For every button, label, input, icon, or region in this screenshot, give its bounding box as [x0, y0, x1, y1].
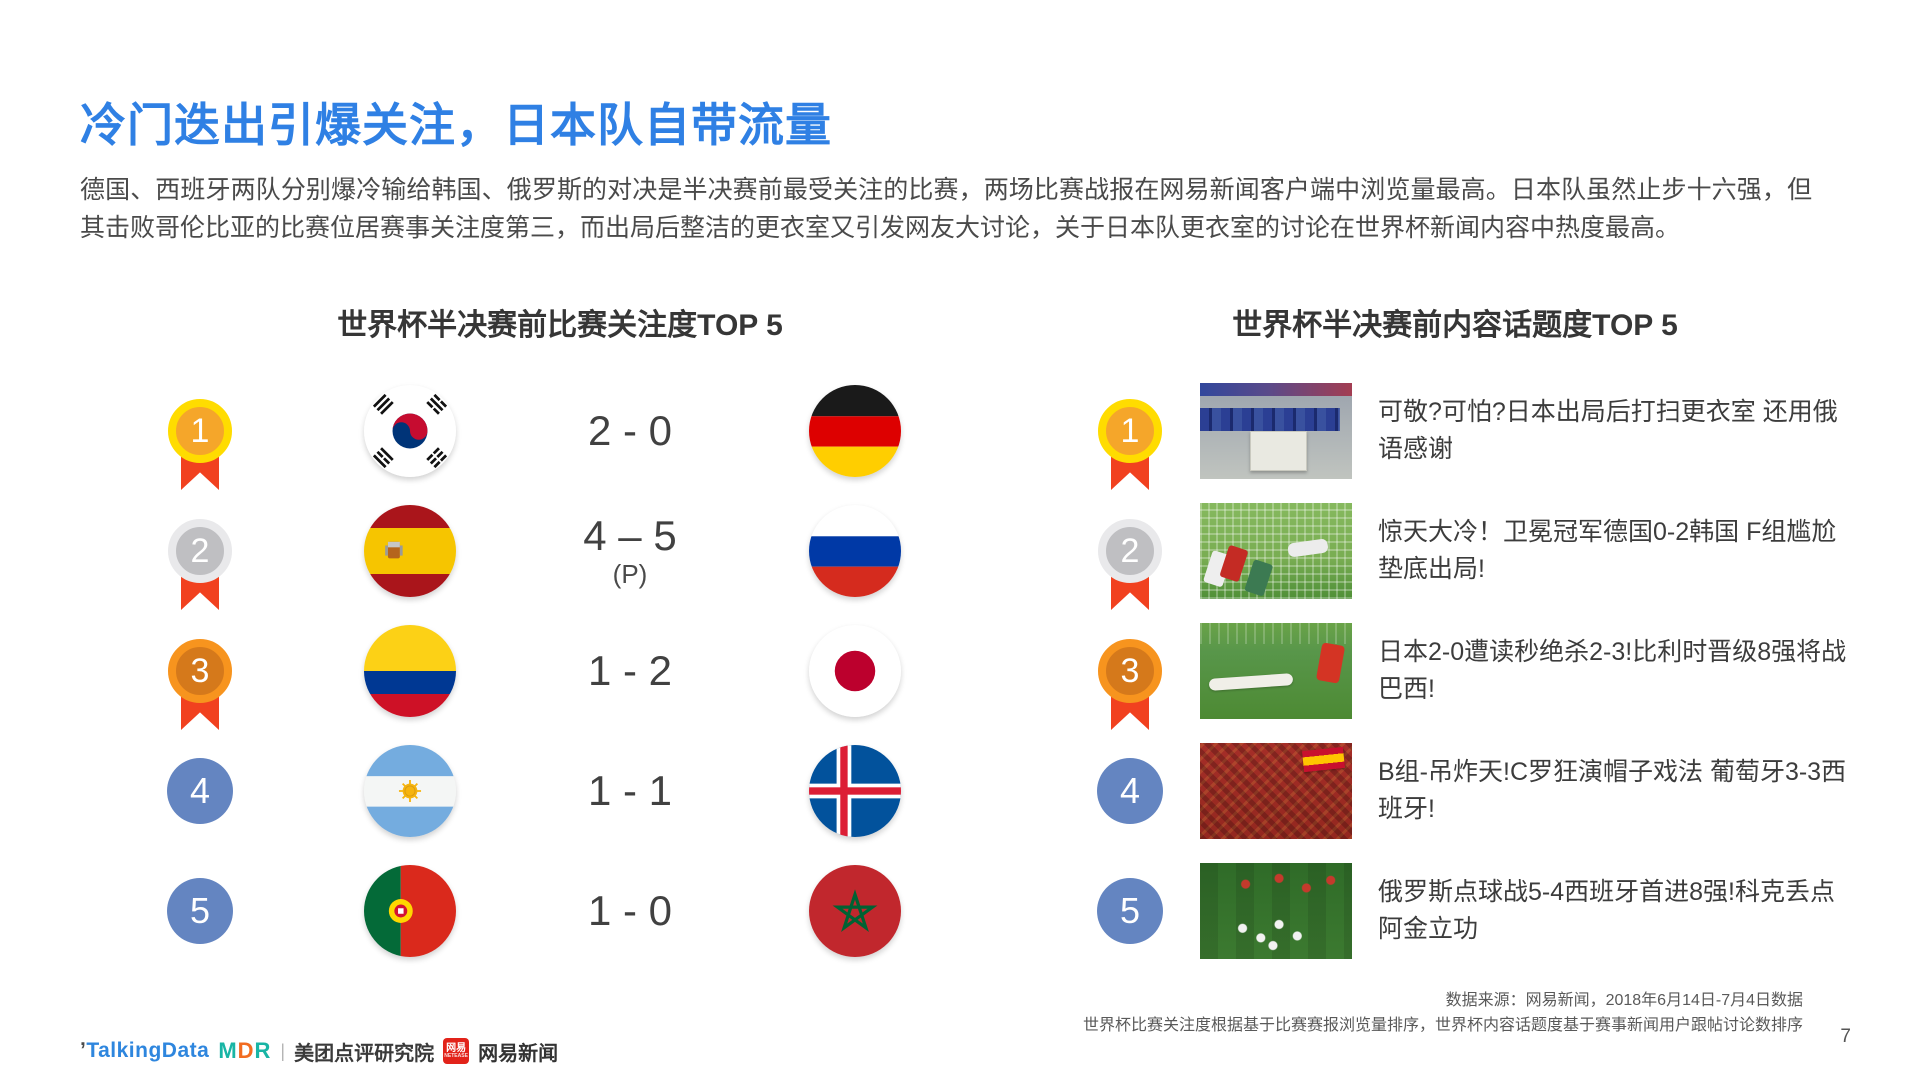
topic-row-5: 5 俄罗斯点球战5-4西班牙首进8强!科克丢点阿金立功 — [1060, 851, 1868, 971]
talkingdata-logo: ʼTalkingData — [80, 1039, 210, 1062]
topic-row-2: 2 惊天大冷！卫冕冠军德国0-2韩国 F组尴尬垫底出局! — [1060, 491, 1868, 611]
flag-colombia-icon — [364, 625, 456, 717]
germany-korea-match-photo — [1200, 503, 1352, 599]
content-topic-list: 1 可敬?可怕?日本出局后打扫更衣室 还用俄语感谢 2 惊天大冷！卫冕冠军德国0… — [1060, 371, 1868, 971]
right-column-header: 世界杯半决赛前内容话题度TOP 5 — [1232, 309, 1678, 342]
portugal-spain-fans-photo — [1200, 743, 1352, 839]
rank-circle-icon: 5 — [1097, 878, 1163, 944]
rank-2-medal-icon: 2 — [165, 516, 235, 610]
belgium-japan-match-photo — [1200, 623, 1352, 719]
topic-title: 日本2-0遭读秒绝杀2-3!比利时晋级8强将战巴西! — [1378, 638, 1847, 703]
silver-medal-icon: 2 — [168, 519, 232, 583]
page-title: 冷门迭出引爆关注，日本队自带流量 — [80, 98, 832, 151]
intro-paragraph: 德国、西班牙两队分别爆冷输给韩国、俄罗斯的对决是半决赛前最受关注的比赛，两场比赛… — [80, 176, 1812, 242]
topic-title: B组-吊炸天!C罗狂演帽子戏法 葡萄牙3-3西班牙! — [1378, 758, 1847, 823]
flag-germany-icon — [809, 385, 901, 477]
rank-1-medal-icon: 1 — [1095, 396, 1165, 490]
russia-spain-celebration-photo — [1200, 863, 1352, 959]
netease-badge-icon: 网易 NETEASE — [443, 1038, 470, 1064]
topic-row-3: 3 日本2-0遭读秒绝杀2-3!比利时晋级8强将战巴西! — [1060, 611, 1868, 731]
match-score: 1 - 1 — [587, 767, 673, 814]
rank-circle-icon: 4 — [167, 758, 233, 824]
rank-4-badge: 4 — [165, 756, 235, 826]
gold-medal-icon: 1 — [168, 399, 232, 463]
talkingdata-tick-icon: ʼ — [80, 1039, 87, 1062]
match-score: 1 - 0 — [587, 887, 673, 934]
flag-russia-icon — [809, 505, 901, 597]
gold-medal-icon: 1 — [1098, 399, 1162, 463]
match-attention-list: 1 2 - 0 — [110, 371, 980, 971]
topic-title: 惊天大冷！卫冕冠军德国0-2韩国 F组尴尬垫底出局! — [1378, 518, 1837, 583]
topic-title: 可敬?可怕?日本出局后打扫更衣室 还用俄语感谢 — [1378, 398, 1838, 463]
bronze-medal-icon: 3 — [1098, 639, 1162, 703]
topic-row-4: 4 B组-吊炸天!C罗狂演帽子戏法 葡萄牙3-3西班牙! — [1060, 731, 1868, 851]
footer-logos: ʼTalkingData MDR | 美团点评研究院 网易 NETEASE 网易… — [80, 1038, 559, 1065]
flag-portugal-icon — [364, 865, 456, 957]
rank-3-medal-icon: 3 — [165, 636, 235, 730]
topic-row-1: 1 可敬?可怕?日本出局后打扫更衣室 还用俄语感谢 — [1060, 371, 1868, 491]
data-source-note: 数据来源：网易新闻，2018年6月14日-7月4日数据 世界杯比赛关注度根据基于… — [1083, 988, 1803, 1038]
match-row-5: 5 1 - 0 — [110, 851, 980, 971]
flag-spain-icon — [364, 505, 456, 597]
match-score: 1 - 2 — [587, 647, 673, 694]
source-line-1: 数据来源：网易新闻，2018年6月14日-7月4日数据 — [1445, 992, 1803, 1009]
locker-room-photo — [1200, 383, 1352, 479]
bronze-medal-icon: 3 — [168, 639, 232, 703]
rank-5-badge: 5 — [1095, 876, 1165, 946]
topic-title: 俄罗斯点球战5-4西班牙首进8强!科克丢点阿金立功 — [1378, 878, 1835, 943]
rank-circle-icon: 5 — [167, 878, 233, 944]
flag-argentina-icon — [364, 745, 456, 837]
match-row-1: 1 2 - 0 — [110, 371, 980, 491]
rank-3-medal-icon: 3 — [1095, 636, 1165, 730]
rank-1-medal-icon: 1 — [165, 396, 235, 490]
logo-divider: | — [280, 1040, 286, 1061]
left-column-header: 世界杯半决赛前比赛关注度TOP 5 — [337, 309, 783, 342]
match-score: 4 – 5 (P) — [583, 512, 677, 590]
flag-iceland-icon — [809, 745, 901, 837]
rank-4-badge: 4 — [1095, 756, 1165, 826]
rank-2-medal-icon: 2 — [1095, 516, 1165, 610]
netease-news-logo: 网易新闻 — [478, 1042, 559, 1065]
flag-south-korea-icon — [364, 385, 456, 477]
flag-morocco-icon — [809, 865, 901, 957]
source-line-2: 世界杯比赛关注度根据基于比赛赛报浏览量排序，世界杯内容话题度基于赛事新闻用户跟帖… — [1082, 1017, 1803, 1034]
rank-circle-icon: 4 — [1097, 758, 1163, 824]
match-score: 2 - 0 — [587, 407, 673, 454]
meituan-dianping-institute-logo: 美团点评研究院 — [294, 1042, 435, 1065]
match-row-3: 3 1 - 2 — [110, 611, 980, 731]
page-number: 7 — [1840, 1026, 1851, 1047]
match-row-4: 4 1 - 1 — [110, 731, 980, 851]
penalty-note: (P) — [612, 559, 648, 589]
flag-japan-icon — [809, 625, 901, 717]
silver-medal-icon: 2 — [1098, 519, 1162, 583]
mdr-logo: MDR — [218, 1038, 272, 1063]
rank-5-badge: 5 — [165, 876, 235, 946]
match-row-2: 2 4 – 5 (P) — [110, 491, 980, 611]
